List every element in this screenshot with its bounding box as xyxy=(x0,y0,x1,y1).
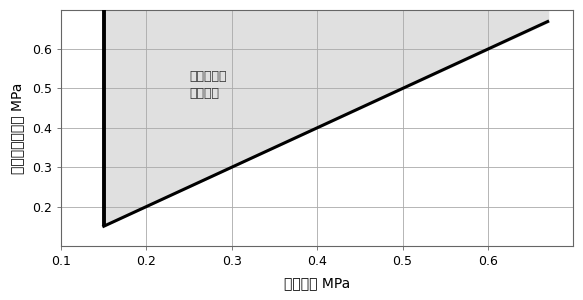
X-axis label: 使用圧力 MPa: 使用圧力 MPa xyxy=(284,276,350,290)
Y-axis label: バイロット圧力 MPa: バイロット圧力 MPa xyxy=(10,82,24,173)
Polygon shape xyxy=(104,10,547,226)
Text: バイロット
圧力範囲: バイロット 圧力範囲 xyxy=(189,70,227,100)
